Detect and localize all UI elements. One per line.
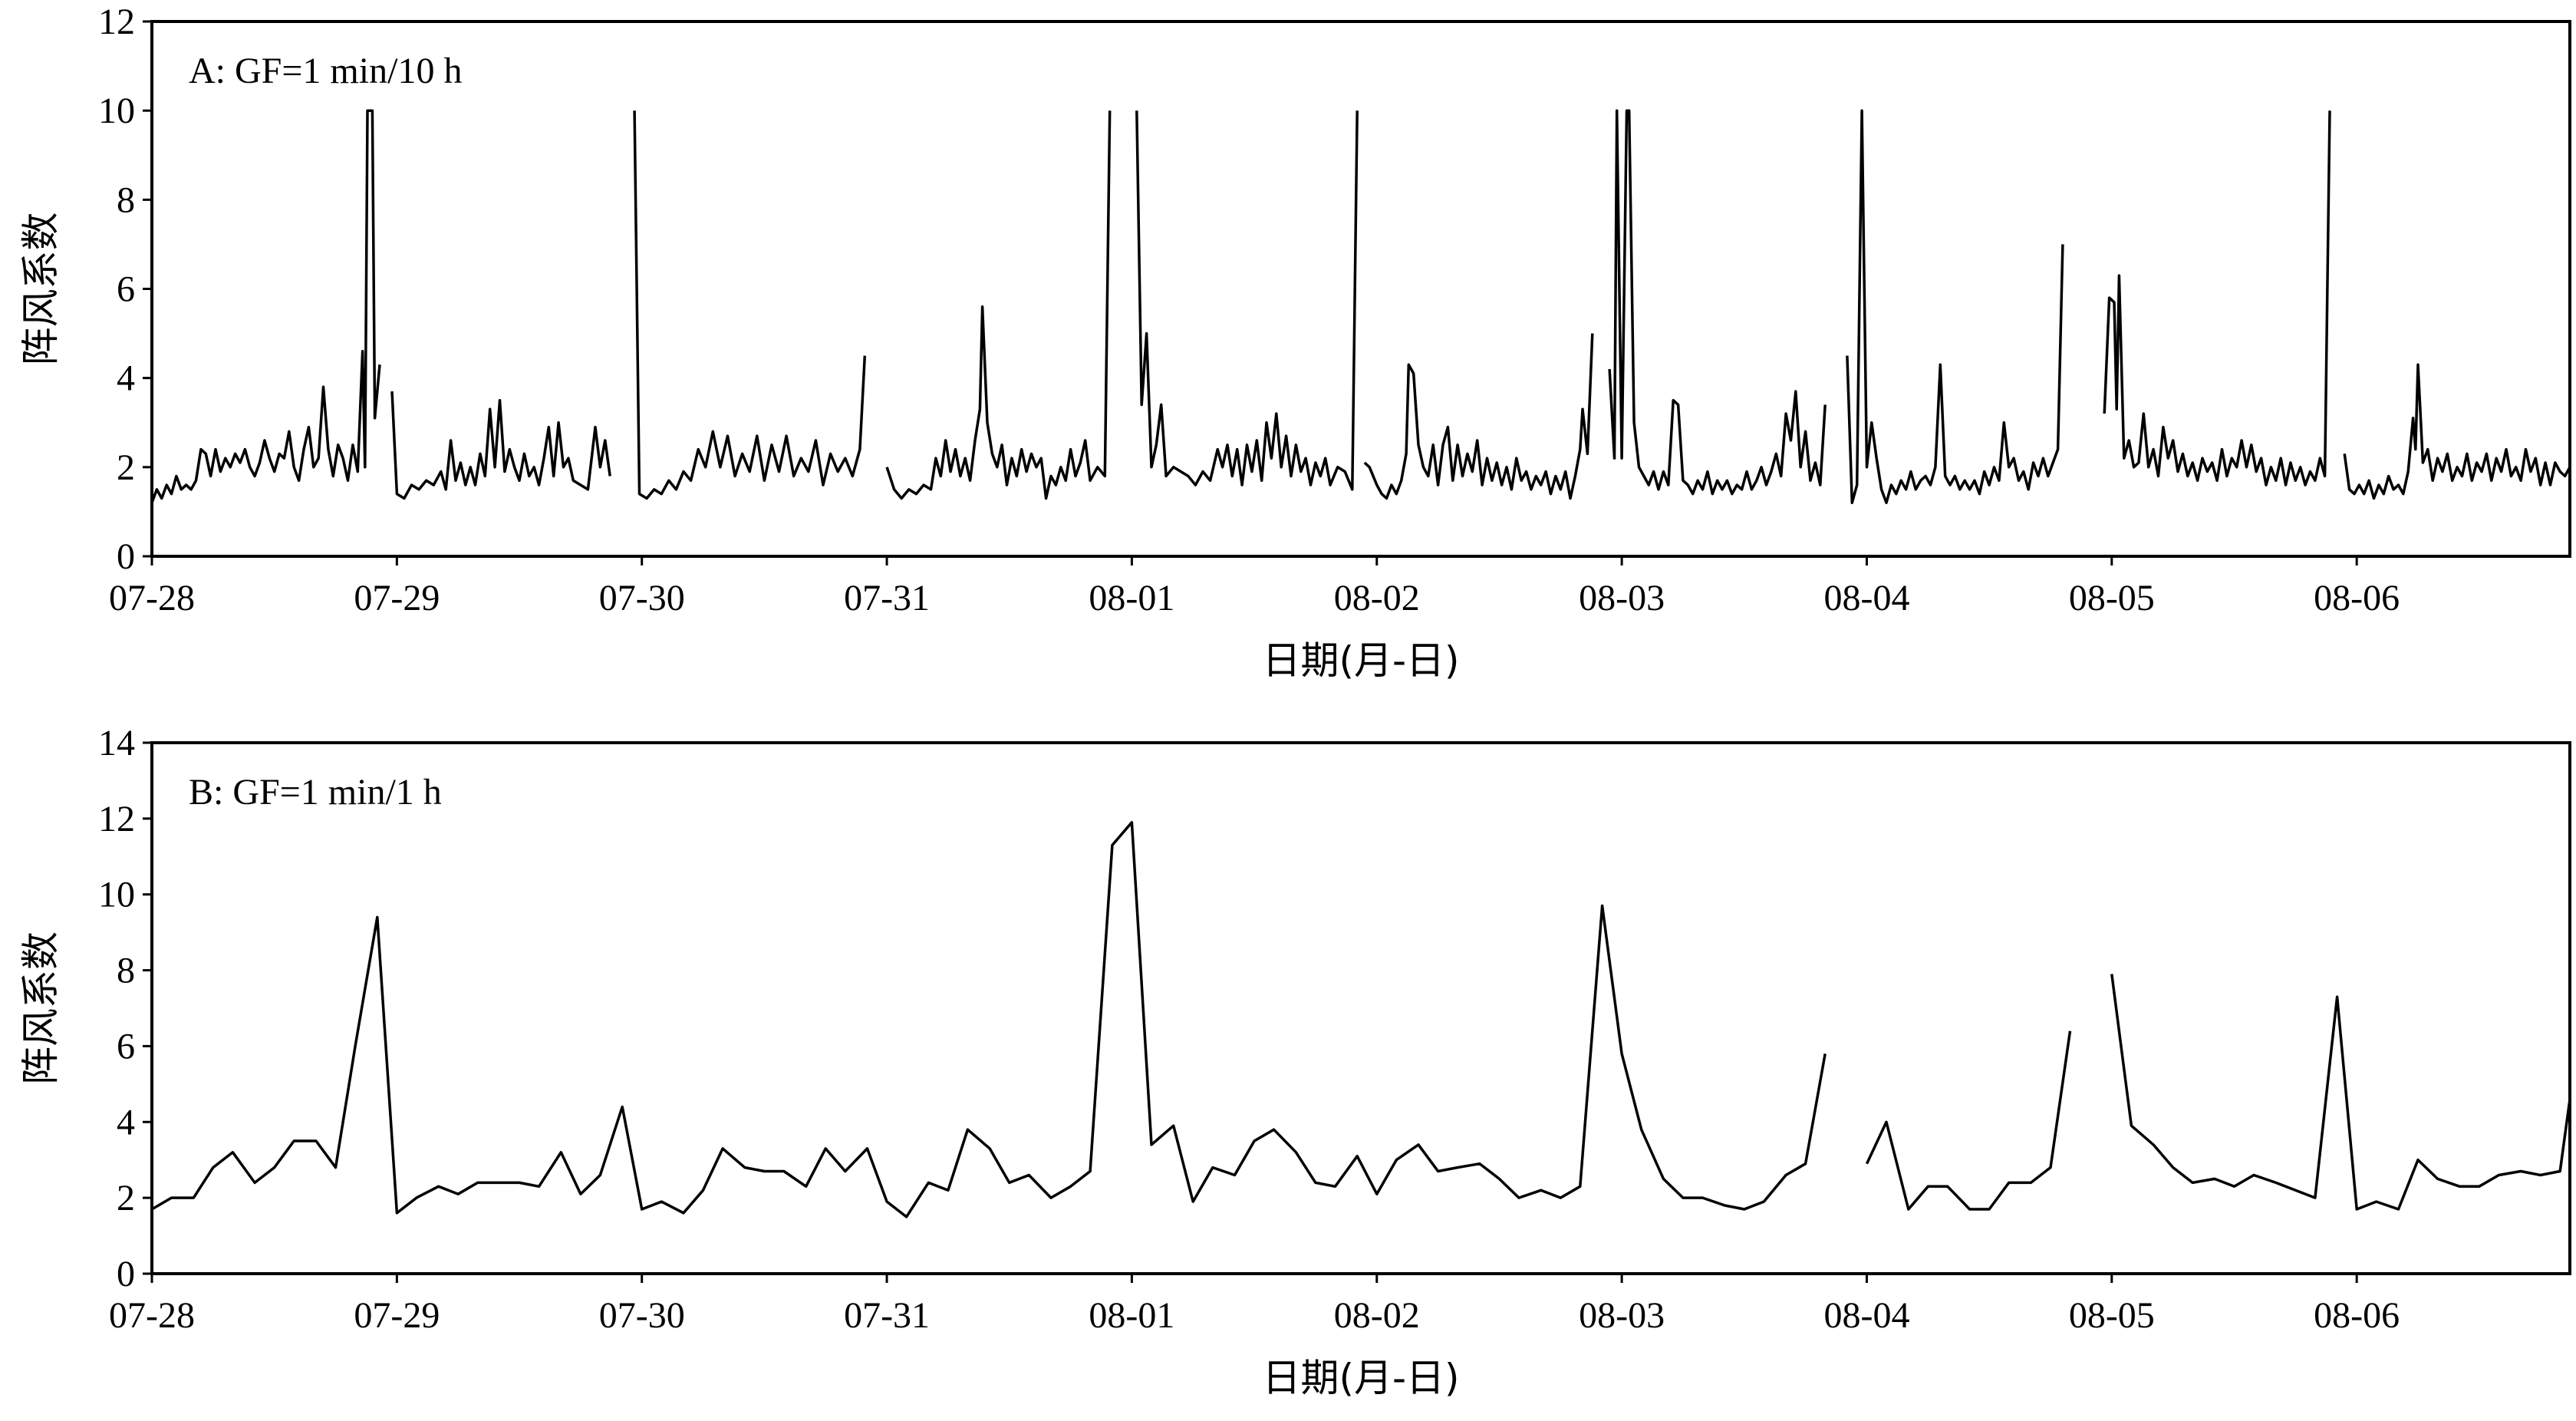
panel-a-y-axis-title: 阵风系数: [18, 213, 63, 366]
panel-b-x-tick-label: 08-06: [2314, 1295, 2400, 1336]
panel-a-y-tick-label: 0: [117, 536, 135, 577]
panel-b-y-axis-title: 阵风系数: [18, 931, 63, 1085]
panel-a-series-line-segment-5: [1135, 110, 1359, 491]
panel-b-series-line-segment-1: [152, 821, 1827, 1218]
panel-a-x-tick-label: 07-28: [109, 578, 195, 618]
panel-a-y-tick-label: 12: [98, 2, 135, 42]
panel-a-label: A: GF=1 min/10 h: [189, 51, 462, 91]
panel-a-y-tick-label: 4: [117, 358, 135, 399]
panel-b-y-tick-label: 8: [117, 951, 135, 991]
panel-a-series-line-segment-8: [1846, 109, 2064, 505]
panel-b-y-tick-label: 2: [117, 1178, 135, 1218]
panel-a-x-tick-label: 07-29: [354, 578, 440, 618]
panel-a-y-tick-label: 8: [117, 180, 135, 220]
panel-b-x-tick-label: 07-28: [109, 1295, 195, 1336]
panel-a-series-line-segment-3: [633, 110, 867, 500]
panel-b-series-line-segment-2: [1865, 1030, 2072, 1211]
panel-a-frame: [150, 20, 2571, 558]
panel-b-x-tick-label: 08-04: [1823, 1295, 1909, 1336]
panel-b-series-line-segment-3: [2110, 974, 2570, 1211]
panel-a-y-tick-label: 6: [117, 269, 135, 310]
panel-b-y-tick-label: 10: [98, 875, 135, 915]
panel-a-y-tick-label: 10: [98, 91, 135, 131]
panel-a-series-line-segment-7: [1608, 109, 1827, 496]
panel-b-frame: [150, 741, 2571, 1275]
panel-b-x-tick-label: 07-30: [599, 1295, 685, 1336]
panel-a-y-tick-label: 2: [117, 447, 135, 488]
panel-b-x-tick-label: 08-05: [2069, 1295, 2155, 1336]
panel-a: 0 2 4 6 8 10 12 07-28 07-29 07-30 07-31 08-01 08-02 0…: [18, 2, 2571, 683]
panel-b-x-tick-label: 08-03: [1579, 1295, 1665, 1336]
panel-b-y-tick-label: 6: [117, 1026, 135, 1067]
panel-a-series-line-segment-6: [1363, 333, 1594, 500]
panel-b-x-tick-label: 07-31: [844, 1295, 930, 1336]
panel-b-y-tick-label: 4: [117, 1102, 135, 1142]
panel-a-x-tick-label: 07-31: [844, 578, 930, 618]
panel-b-x-tick-label: 08-02: [1334, 1295, 1420, 1336]
panel-a-series-line-segment-2: [390, 391, 611, 500]
panel-a-series-line-segment-1: [152, 109, 381, 503]
panel-b-y-tick-label: 0: [117, 1254, 135, 1294]
panel-b-y-tick-label: 14: [98, 723, 135, 763]
panel-a-x-tick-label: 08-03: [1579, 578, 1665, 618]
panel-a-series-line-segment-4: [885, 110, 1112, 500]
panel-a-x-tick-label: 07-30: [599, 578, 685, 618]
panel-a-x-tick-label: 08-05: [2069, 578, 2155, 618]
panel-a-x-tick-label: 08-02: [1334, 578, 1420, 618]
panel-b-x-axis-title: 日期(月-日): [1262, 1356, 1459, 1400]
panel-b: 0 2 4 6 8 10 12 14 07-28 07-29 07-30 07-31 08-01 08-0…: [18, 723, 2571, 1400]
panel-b-label: B: GF=1 min/1 h: [189, 772, 442, 813]
panel-b-y-tick-label: 12: [98, 799, 135, 839]
panel-a-series-line-segment-10: [2343, 363, 2570, 500]
panel-b-x-tick-label: 08-01: [1089, 1295, 1174, 1336]
panel-a-x-tick-label: 08-04: [1823, 578, 1909, 618]
panel-a-x-tick-label: 08-06: [2314, 578, 2400, 618]
panel-a-x-tick-label: 08-01: [1089, 578, 1174, 618]
panel-a-series-line-segment-9: [2103, 110, 2331, 486]
panel-b-x-tick-label: 07-29: [354, 1295, 440, 1336]
panel-a-x-axis-title: 日期(月-日): [1262, 638, 1459, 683]
